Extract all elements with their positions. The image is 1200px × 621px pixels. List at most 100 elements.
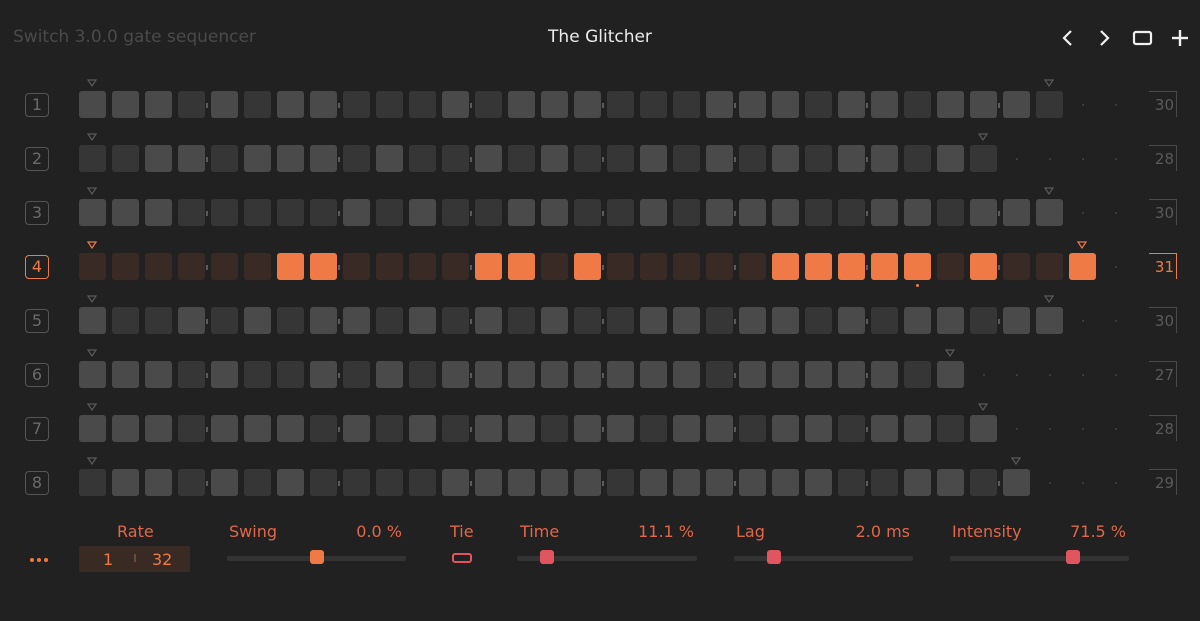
step-cell[interactable] [805,91,832,118]
step-cell[interactable] [805,145,832,172]
step-cell[interactable] [508,469,535,496]
step-cell[interactable] [640,253,667,280]
step-cell[interactable] [904,415,931,442]
step-cell[interactable] [178,145,205,172]
more-button[interactable] [28,550,52,566]
step-cell[interactable] [442,415,469,442]
step-cell[interactable] [112,91,139,118]
step-cell[interactable] [1003,199,1030,226]
window-button[interactable] [1128,24,1156,52]
loop-end-marker[interactable] [1044,295,1054,303]
step-cell[interactable] [376,307,403,334]
row-number-button[interactable]: 7 [25,417,49,441]
step-cell[interactable] [574,145,601,172]
step-cell[interactable] [607,307,634,334]
step-cell[interactable] [970,469,997,496]
step-cell[interactable] [79,145,106,172]
step-cell[interactable] [640,415,667,442]
step-cell[interactable] [475,253,502,280]
row-number-button[interactable]: 2 [25,147,49,171]
step-cell[interactable] [1036,307,1063,334]
step-cell[interactable] [475,307,502,334]
step-cell[interactable] [706,307,733,334]
step-cell[interactable] [607,469,634,496]
step-cell[interactable] [1003,91,1030,118]
step-cell[interactable] [112,469,139,496]
step-cell[interactable] [211,361,238,388]
step-cell[interactable] [772,199,799,226]
step-cell[interactable] [343,361,370,388]
step-cell[interactable] [211,307,238,334]
step-cell[interactable] [739,91,766,118]
step-cell[interactable] [178,307,205,334]
step-cell[interactable] [574,253,601,280]
step-cell[interactable] [277,253,304,280]
step-cell[interactable] [442,361,469,388]
step-cell[interactable] [871,415,898,442]
step-cell[interactable] [937,415,964,442]
step-cell[interactable] [475,469,502,496]
step-cell[interactable] [442,253,469,280]
loop-start-marker[interactable] [87,349,97,357]
step-cell[interactable] [706,361,733,388]
loop-end-marker[interactable] [978,403,988,411]
step-cell[interactable] [739,145,766,172]
step-cell[interactable] [838,253,865,280]
tie-toggle[interactable] [452,553,472,563]
loop-start-marker[interactable] [87,241,97,249]
step-cell[interactable] [937,91,964,118]
step-cell[interactable] [541,307,568,334]
loop-start-marker[interactable] [87,187,97,195]
step-cell[interactable] [343,415,370,442]
step-cell[interactable] [277,415,304,442]
step-cell[interactable] [409,415,436,442]
step-cell[interactable] [970,307,997,334]
rate-denominator[interactable]: 32 [152,550,173,569]
step-cell[interactable] [310,253,337,280]
step-cell[interactable] [838,91,865,118]
step-cell[interactable] [607,415,634,442]
step-cell[interactable] [541,253,568,280]
step-cell[interactable] [79,361,106,388]
step-cell[interactable] [343,145,370,172]
step-cell[interactable] [244,307,271,334]
row-length-field[interactable]: 30 [1149,199,1177,225]
step-cell[interactable] [1003,307,1030,334]
step-cell[interactable] [211,91,238,118]
step-cell[interactable] [145,361,172,388]
step-cell[interactable] [409,469,436,496]
prev-preset-button[interactable] [1054,24,1082,52]
loop-end-marker[interactable] [1011,457,1021,465]
rate-numerator[interactable]: 1 [103,550,114,569]
step-cell[interactable] [838,415,865,442]
step-cell[interactable] [112,361,139,388]
step-cell[interactable] [673,91,700,118]
step-cell[interactable] [805,307,832,334]
step-cell[interactable] [277,469,304,496]
step-cell[interactable] [409,361,436,388]
step-cell[interactable] [310,307,337,334]
step-cell[interactable] [442,469,469,496]
step-cell[interactable] [871,307,898,334]
step-cell[interactable] [145,253,172,280]
swing-slider-knob[interactable] [310,550,324,564]
step-cell[interactable] [673,253,700,280]
step-cell[interactable] [970,91,997,118]
row-number-button[interactable]: 4 [25,255,49,279]
step-cell[interactable] [178,199,205,226]
step-cell[interactable] [640,469,667,496]
step-cell[interactable] [244,253,271,280]
loop-start-marker[interactable] [87,403,97,411]
step-cell[interactable] [871,253,898,280]
step-cell[interactable] [673,361,700,388]
step-cell[interactable] [475,91,502,118]
loop-start-marker[interactable] [87,295,97,303]
step-cell[interactable] [541,91,568,118]
step-cell[interactable] [838,307,865,334]
step-cell[interactable] [706,469,733,496]
step-cell[interactable] [475,199,502,226]
step-cell[interactable] [904,307,931,334]
step-cell[interactable] [409,91,436,118]
step-cell[interactable] [904,145,931,172]
step-cell[interactable] [145,199,172,226]
